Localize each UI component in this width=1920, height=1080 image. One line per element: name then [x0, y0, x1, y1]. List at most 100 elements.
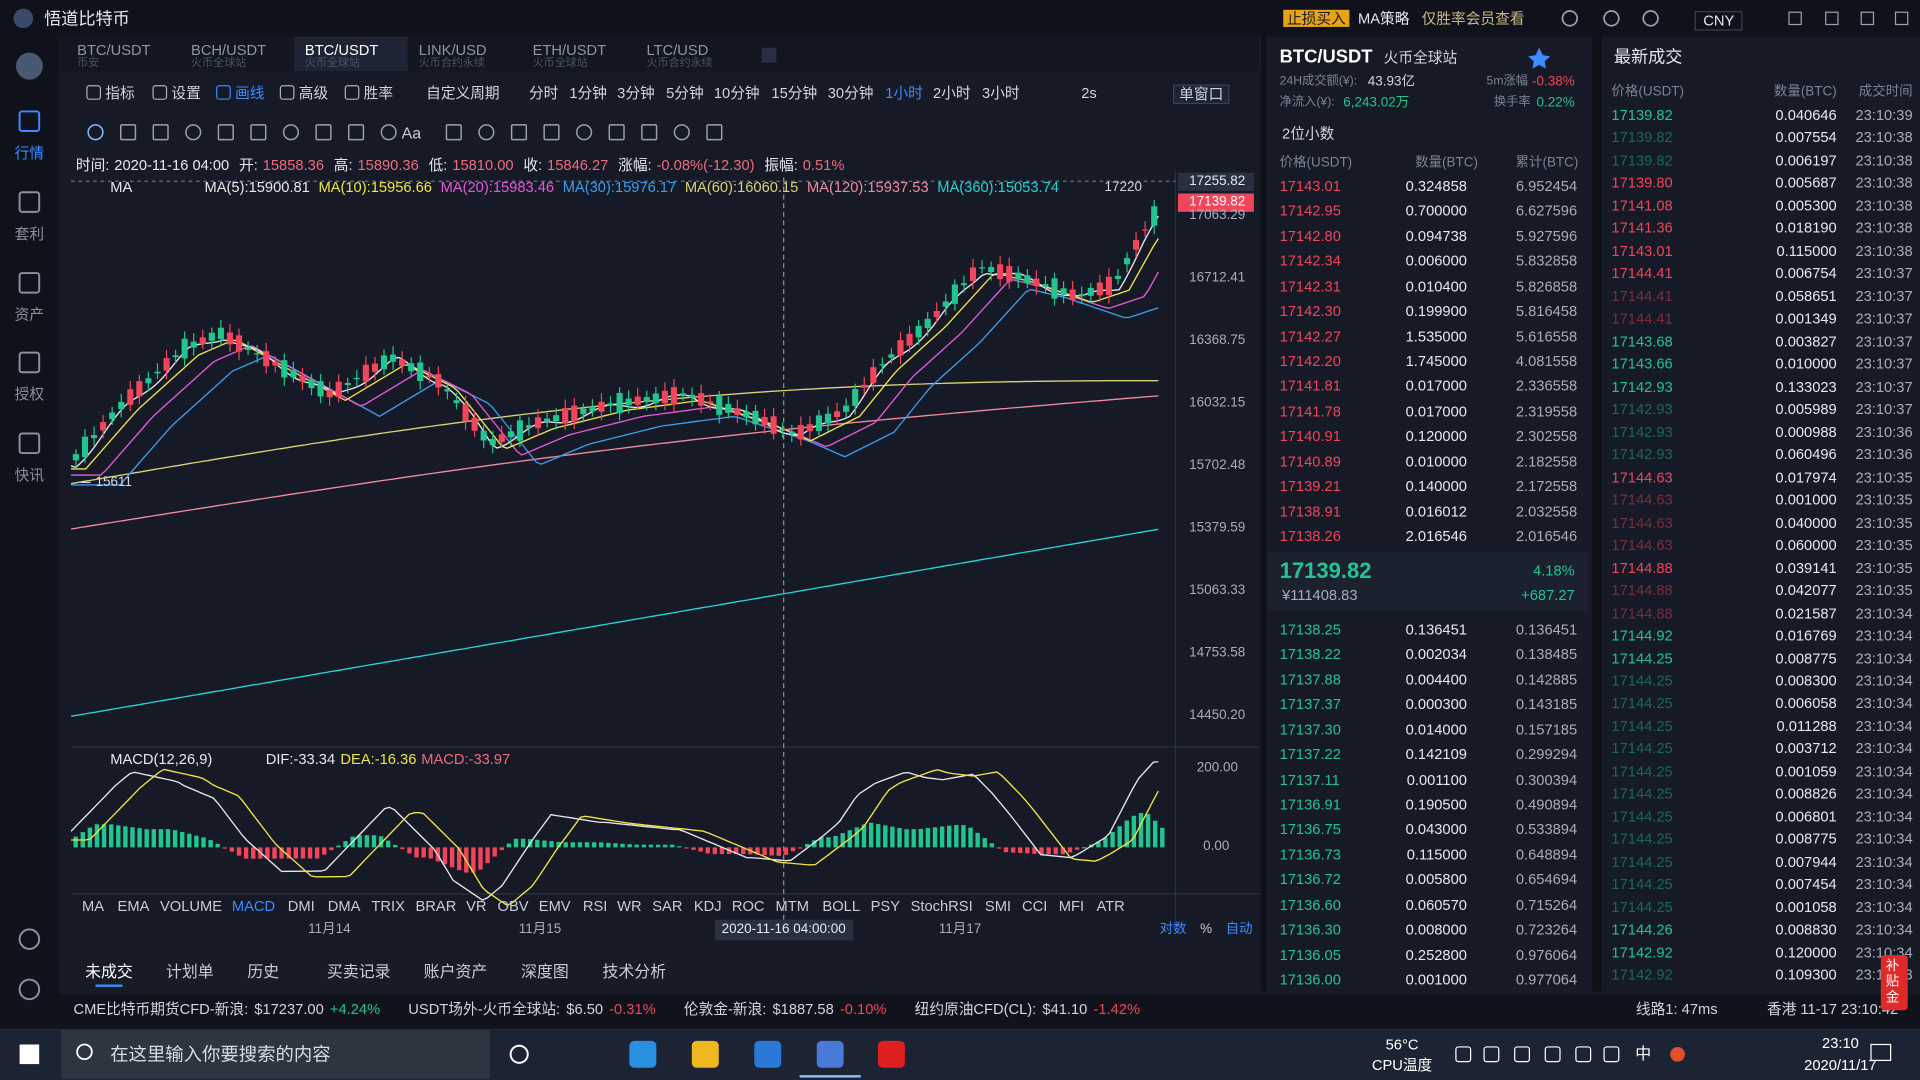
- period-button[interactable]: 15分钟: [771, 84, 818, 102]
- bottom-tab[interactable]: 深度图: [521, 962, 569, 981]
- indicator-tab[interactable]: DMI: [287, 897, 315, 915]
- sidebar-item[interactable]: 套利: [14, 225, 45, 243]
- ob-precision[interactable]: 2位小数: [1282, 124, 1335, 143]
- indicator-tab[interactable]: OBV: [497, 897, 529, 915]
- indicator-tab[interactable]: MFI: [1058, 897, 1085, 915]
- ob-quantity: 0.001100: [1406, 770, 1467, 789]
- indicator-tab[interactable]: EMA: [117, 897, 150, 915]
- indicator-tab[interactable]: BOLL: [822, 897, 861, 915]
- indicator-tab[interactable]: SMI: [984, 897, 1012, 915]
- indicator-tab[interactable]: RSI: [582, 897, 608, 915]
- indicator-tab[interactable]: DMA: [327, 897, 361, 915]
- tab-exchange[interactable]: 火币合约永续: [646, 56, 713, 69]
- indicator-tab[interactable]: SAR: [652, 897, 683, 915]
- ime-indicator[interactable]: 中: [1635, 1044, 1652, 1063]
- macd-axis-label: 200.00: [1196, 760, 1238, 776]
- scale-option[interactable]: %: [1200, 922, 1213, 937]
- indicator-tab[interactable]: MTM: [775, 897, 809, 915]
- macd-bar: [975, 832, 980, 848]
- ticker-price: $17237.00: [254, 1000, 324, 1018]
- subsidy-badge[interactable]: 补贴金: [1880, 955, 1908, 1011]
- indicator-tab[interactable]: TRIX: [371, 897, 405, 915]
- indicator-tab[interactable]: VR: [466, 897, 487, 915]
- refresh-rate[interactable]: 2s: [1081, 84, 1097, 102]
- badge[interactable]: 仅胜率会员查看: [1421, 9, 1525, 27]
- tab-pair[interactable]: LINK/USD: [418, 41, 487, 59]
- tab-pair[interactable]: LTC/USD: [646, 41, 709, 59]
- sidebar-item[interactable]: 资产: [14, 306, 45, 324]
- period-button[interactable]: 分时: [528, 84, 559, 102]
- period-button[interactable]: 10分钟: [713, 84, 760, 102]
- trade-quantity: 0.007944: [1775, 853, 1837, 871]
- tab-pair[interactable]: BTC/USDT: [304, 41, 379, 59]
- candle-body: [299, 375, 306, 382]
- period-button[interactable]: 30分钟: [827, 84, 874, 102]
- period-button[interactable]: 3小时: [982, 84, 1020, 102]
- tab-exchange[interactable]: 火币全球站: [191, 56, 247, 69]
- bottom-tab[interactable]: 未成交: [85, 962, 133, 981]
- indicator-tab[interactable]: ATR: [1096, 897, 1125, 915]
- toolbar-button[interactable]: 设置: [171, 84, 201, 102]
- badge[interactable]: MA策略: [1357, 9, 1410, 27]
- candle-body: [752, 410, 759, 425]
- indicator-tab[interactable]: MACD: [231, 897, 276, 915]
- trade-quantity: 0.003827: [1775, 332, 1837, 350]
- bottom-tab[interactable]: 买卖记录: [326, 962, 391, 981]
- indicator-tab[interactable]: VOLUME: [159, 897, 223, 915]
- indicator-tab[interactable]: KDJ: [693, 897, 722, 915]
- tab-pair[interactable]: BCH/USDT: [191, 41, 267, 59]
- period-button[interactable]: 自定义周期: [426, 84, 500, 102]
- indicator-tab[interactable]: StochRSI: [910, 897, 973, 915]
- bottom-tab[interactable]: 计划单: [165, 962, 214, 981]
- ob-last-cny: ¥111408.83: [1282, 586, 1358, 604]
- period-button[interactable]: 2小时: [933, 84, 971, 102]
- bottom-tab[interactable]: 账户资产: [423, 962, 488, 981]
- ob-price: 17136.91: [1279, 795, 1341, 814]
- toolbar-button[interactable]: 指标: [105, 84, 135, 102]
- tab-exchange[interactable]: 币安: [77, 56, 100, 69]
- macd-bar: [741, 847, 746, 855]
- scale-option[interactable]: 自动: [1225, 922, 1253, 937]
- tab-exchange[interactable]: 火币全球站: [532, 56, 588, 69]
- macd-bar: [833, 835, 838, 848]
- tab-pair[interactable]: BTC/USDT: [77, 41, 151, 59]
- period-button[interactable]: 5分钟: [666, 84, 704, 102]
- taskbar-search[interactable]: 在这里输入你要搜索的内容: [110, 1044, 331, 1066]
- tray-icon: [1483, 1046, 1500, 1063]
- ob-quantity: 0.010000: [1405, 452, 1467, 470]
- currency-select[interactable]: CNY: [1694, 11, 1743, 31]
- indicator-tab[interactable]: EMV: [538, 897, 571, 915]
- indicator-tab[interactable]: MA: [82, 897, 105, 915]
- toolbar-button[interactable]: 高级: [298, 84, 329, 102]
- ob-price: 17140.91: [1279, 427, 1341, 445]
- tab-exchange[interactable]: 火币合约永续: [418, 56, 485, 69]
- period-button[interactable]: 3分钟: [617, 84, 655, 102]
- candle-body: [1142, 229, 1149, 231]
- indicator-tab[interactable]: BRAR: [415, 897, 457, 915]
- bottom-tab[interactable]: 历史: [247, 962, 280, 981]
- tab-exchange[interactable]: 火币全球站: [304, 56, 361, 69]
- candle-body: [698, 393, 705, 406]
- period-button[interactable]: 1小时: [885, 84, 923, 102]
- indicator-tab[interactable]: ROC: [731, 897, 765, 915]
- search-box[interactable]: [61, 1029, 490, 1079]
- sidebar-item[interactable]: 授权: [14, 385, 45, 403]
- info-value: 2020-11-16 04:00: [114, 156, 230, 174]
- period-button[interactable]: 1分钟: [569, 84, 607, 102]
- tab-pair[interactable]: ETH/USDT: [532, 41, 607, 59]
- bottom-tab[interactable]: 技术分析: [602, 962, 667, 981]
- macd-bar: [336, 845, 341, 848]
- macd-bar: [606, 842, 611, 848]
- indicator-tab[interactable]: CCI: [1022, 897, 1048, 915]
- sidebar-item[interactable]: 行情: [14, 144, 45, 162]
- drawing-tool-text[interactable]: Aa: [401, 123, 422, 143]
- toolbar-button[interactable]: 画线: [235, 84, 265, 102]
- badge[interactable]: 止损买入: [1283, 9, 1350, 27]
- scale-option[interactable]: 对数: [1159, 922, 1187, 937]
- window-mode[interactable]: 单窗口: [1173, 84, 1230, 105]
- toolbar-button[interactable]: 胜率: [363, 84, 394, 102]
- candle-body: [127, 389, 134, 405]
- indicator-tab[interactable]: PSY: [870, 897, 901, 915]
- indicator-tab[interactable]: WR: [617, 897, 642, 915]
- sidebar-item[interactable]: 快讯: [14, 466, 45, 484]
